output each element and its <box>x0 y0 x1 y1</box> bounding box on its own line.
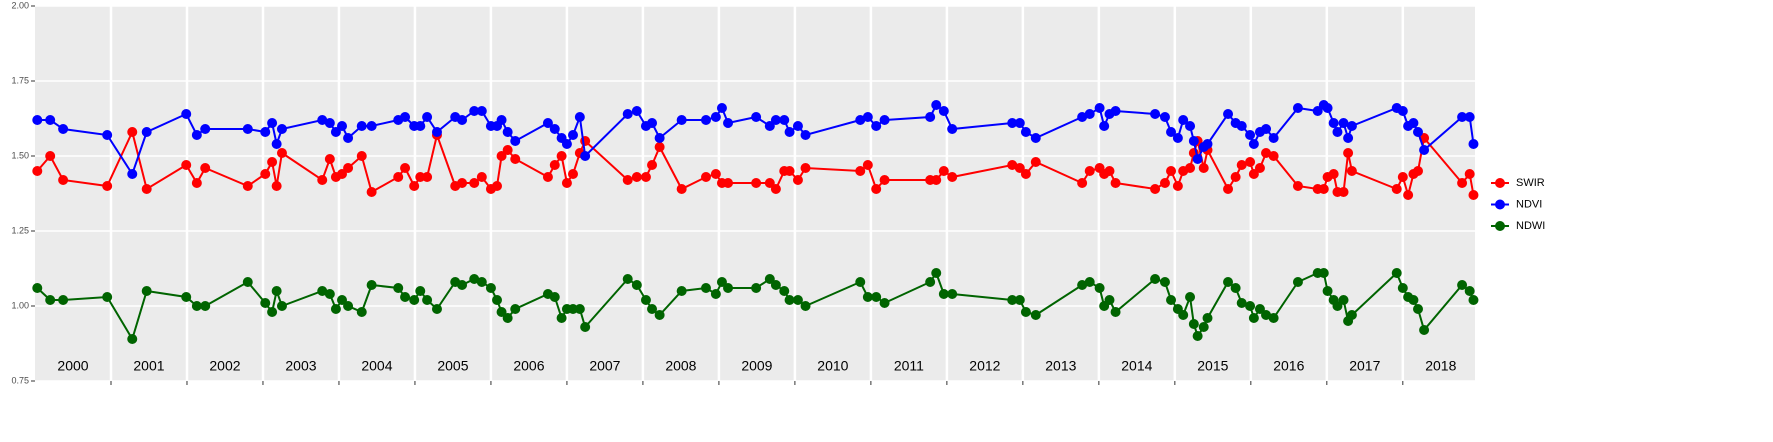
panel-background <box>35 6 1475 381</box>
year-label: 2011 <box>894 358 924 374</box>
legend-label: NDWI <box>1516 220 1545 232</box>
series-line <box>36 129 1475 199</box>
year-label: 2007 <box>589 358 620 374</box>
year-label: 2014 <box>1121 358 1152 374</box>
year-label: 2015 <box>1197 358 1228 374</box>
year-label: 2017 <box>1349 358 1380 374</box>
year-label: 2005 <box>437 358 468 374</box>
year-label: 2000 <box>57 358 88 374</box>
legend-key-point <box>1495 199 1505 210</box>
y-tick-label: 1.00 <box>11 300 29 310</box>
year-label: 2004 <box>361 358 392 374</box>
year-label: 2009 <box>741 358 772 374</box>
series-line <box>36 270 1475 342</box>
year-label: 2008 <box>665 358 696 374</box>
y-tick-label: 1.25 <box>11 225 29 235</box>
y-tick-label: 1.75 <box>11 75 29 85</box>
year-label: 2001 <box>133 358 164 374</box>
series-line <box>37 103 1475 177</box>
year-label: 2012 <box>969 358 1000 374</box>
y-tick-label: 0.75 <box>11 375 29 385</box>
year-label: 2016 <box>1273 358 1304 374</box>
year-label: 2013 <box>1045 358 1076 374</box>
year-label: 2010 <box>817 358 848 374</box>
legend-key-point <box>1495 178 1505 188</box>
year-label: 2003 <box>285 358 316 374</box>
year-label: 2002 <box>209 358 240 374</box>
y-tick-label: 2.00 <box>11 0 29 10</box>
legend-label: SWIR <box>1516 177 1545 189</box>
y-tick-label: 1.50 <box>11 150 29 160</box>
legend-key-point <box>1495 221 1505 231</box>
year-label: 2018 <box>1425 358 1456 374</box>
legend-label: NDVI <box>1516 198 1542 210</box>
year-label: 2006 <box>513 358 544 374</box>
